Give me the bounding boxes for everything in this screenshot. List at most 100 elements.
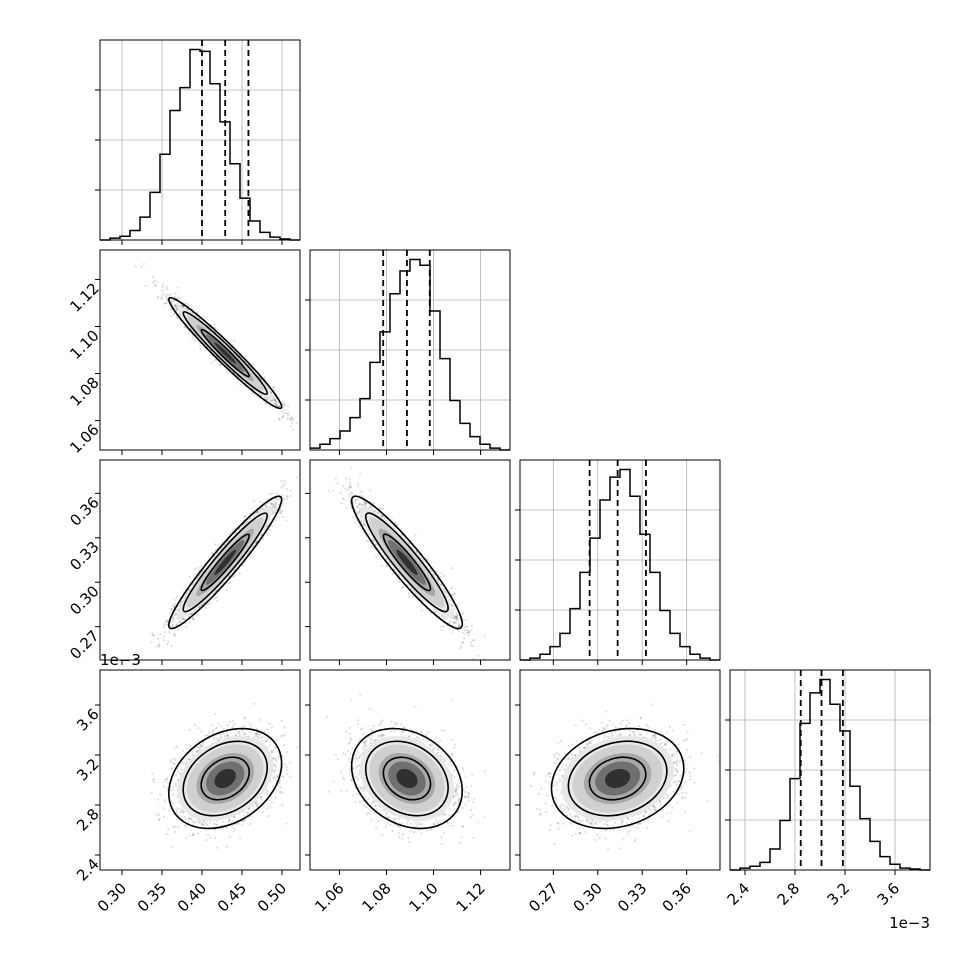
scatter-point (232, 528, 235, 531)
scatter-point (249, 555, 252, 559)
scatter-point (161, 289, 164, 292)
scatter-point (278, 417, 281, 421)
scatter-point (199, 347, 202, 351)
scatter-point (177, 628, 180, 632)
scatter-point (173, 299, 176, 303)
scatter-point (273, 388, 276, 391)
scatter-point (264, 397, 267, 400)
scatter-point (228, 532, 231, 535)
scatter-point (289, 418, 292, 421)
scatter-point (162, 625, 166, 629)
scatter-point (273, 402, 276, 405)
scatter-point (183, 325, 186, 328)
scatter-point (174, 292, 177, 295)
scatter-point (160, 295, 163, 298)
scatter-panel-0-2 (99, 459, 301, 661)
scatter-point (285, 497, 289, 500)
scatter-point (289, 419, 292, 422)
scatter-point (182, 591, 185, 594)
scatter-point (166, 623, 169, 626)
scatter-point (284, 404, 287, 407)
scatter-point (278, 404, 281, 407)
scatter-point (276, 492, 279, 495)
scatter-point (191, 618, 194, 621)
scatter-point (188, 303, 191, 306)
scatter-point (192, 617, 195, 620)
histogram-frame (729, 669, 931, 871)
scatter-point (250, 391, 253, 394)
scatter-point (279, 511, 282, 514)
scatter-point (238, 572, 242, 575)
scatter-point (281, 498, 285, 501)
scatter-point (213, 323, 216, 326)
scatter-point (273, 403, 277, 406)
scatter-point (173, 304, 176, 307)
scatter-panel-0-1 (99, 249, 301, 451)
scatter-point (272, 500, 275, 503)
scatter-frame (99, 249, 301, 451)
scatter-point (291, 421, 294, 424)
scatter-point (173, 598, 176, 602)
scatter-point (168, 630, 171, 634)
scatter-point (182, 305, 185, 308)
scatter-point (285, 488, 288, 491)
scatter-point (268, 493, 271, 496)
scatter-point (140, 265, 143, 269)
histogram-frame (99, 39, 301, 241)
scatter-point (287, 414, 290, 417)
scatter-point (210, 361, 213, 365)
scatter-point (169, 620, 172, 624)
scatter-point (282, 484, 285, 487)
scatter-point (173, 634, 176, 638)
scatter-point (169, 607, 172, 610)
scatter-point (162, 302, 166, 305)
scatter-point (273, 508, 276, 511)
scatter-point (159, 633, 162, 636)
scatter-point (228, 581, 232, 584)
scatter-point (274, 518, 277, 522)
scatter-point (274, 505, 278, 508)
scatter-point (276, 404, 279, 407)
scatter-point (188, 621, 191, 624)
scatter-point (151, 634, 155, 637)
scatter-point (176, 317, 179, 320)
scatter-point (197, 612, 200, 615)
scatter-point (174, 304, 177, 307)
scatter-point (270, 399, 273, 402)
scatter-point (172, 633, 175, 636)
scatter-point (272, 386, 275, 389)
scatter-point (176, 286, 179, 289)
scatter-point (266, 497, 269, 500)
scatter-point (193, 339, 196, 342)
scatter-point (166, 297, 169, 300)
scatter-point (272, 504, 275, 507)
scatter-point (182, 617, 185, 620)
scatter-point (171, 624, 174, 627)
scatter-point (215, 547, 218, 550)
scatter-point (275, 403, 278, 406)
density-contour (200, 328, 250, 378)
scatter-point (243, 515, 246, 518)
histogram-frame (519, 459, 721, 661)
scatter-point (243, 514, 247, 518)
scatter-point (271, 502, 274, 505)
scatter-point (154, 284, 157, 287)
scatter-point (274, 397, 277, 400)
scatter-point (266, 524, 270, 527)
scatter-point (183, 618, 186, 621)
scatter-point (155, 645, 158, 648)
scatter-point (290, 416, 293, 420)
histogram-panel-0 (95, 39, 301, 241)
scatter-point (187, 615, 190, 618)
scatter-point (251, 363, 254, 366)
scatter-point (179, 620, 182, 624)
scatter-point (280, 479, 283, 482)
scatter-point (292, 428, 295, 432)
scatter-point (205, 606, 208, 610)
histogram-panel-3 (725, 669, 931, 871)
scatter-point (162, 293, 165, 296)
scatter-point (278, 409, 282, 412)
scatter-point (156, 297, 159, 300)
scatter-point (273, 398, 276, 401)
scatter-point (275, 404, 278, 407)
